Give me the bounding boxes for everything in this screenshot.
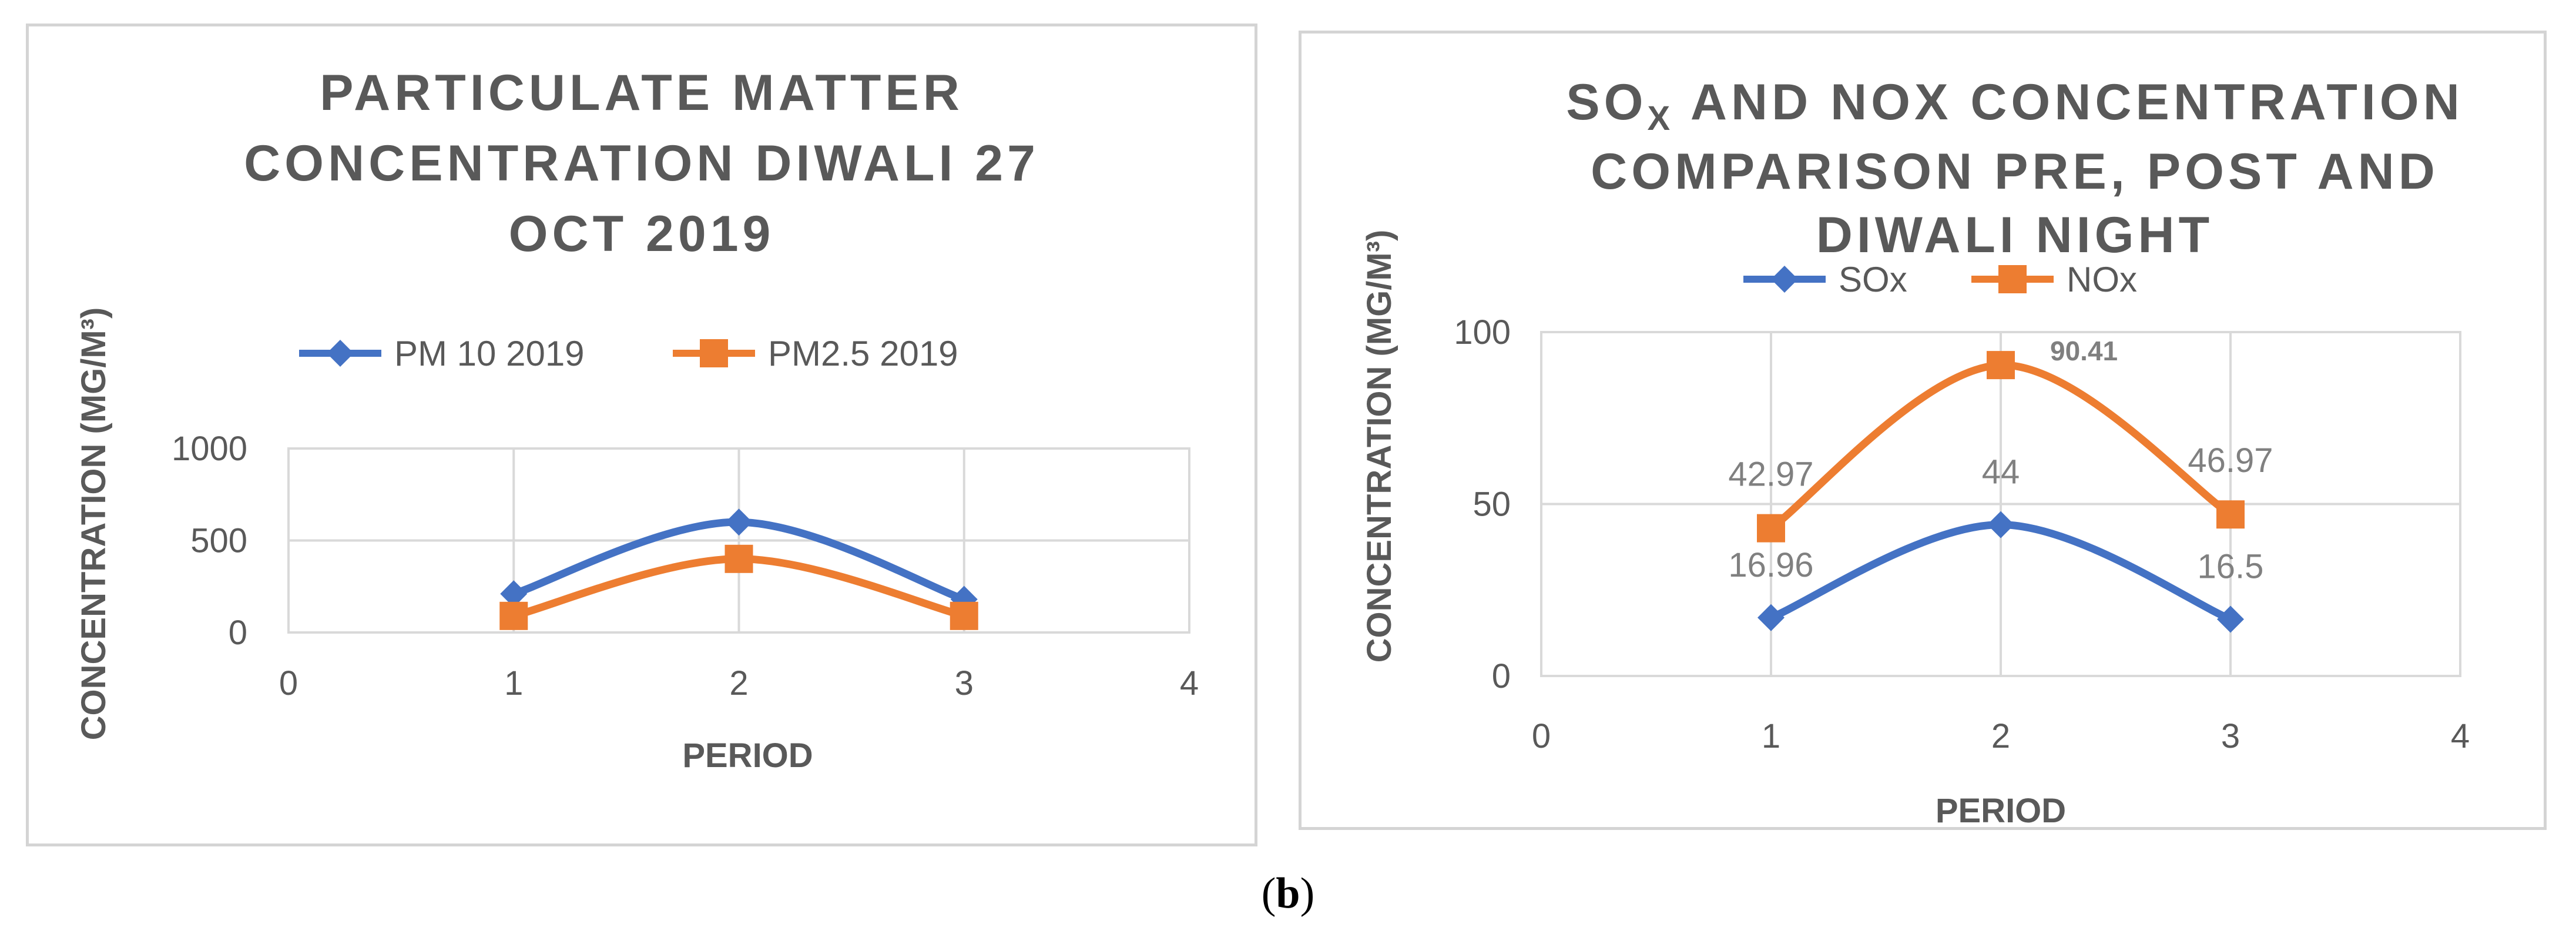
legend-label-0: SOx: [1839, 260, 1907, 299]
y-tick-label: 50: [1473, 486, 1511, 524]
x-tick-label: 4: [1180, 664, 1199, 702]
data-label-0-2: 16.5: [2198, 547, 2264, 585]
chart-panel-particulate-matter: PARTICULATE MATTER CONCENTRATION DIWALI …: [26, 24, 1257, 846]
data-label-1-2: 46.97: [2188, 441, 2273, 480]
x-tick-label: 3: [2221, 717, 2240, 755]
x-tick-label: 3: [955, 664, 974, 702]
data-point-1-2: [950, 601, 978, 630]
data-point-1-1: [1987, 351, 2015, 380]
y-axis-title: CONCENTRATION (MG/M³): [1360, 230, 1398, 663]
chart-title-line-1: PARTICULATE MATTER: [320, 65, 964, 121]
y-tick-label: 1000: [172, 430, 247, 468]
data-label-1-1: 90.41: [2050, 336, 2118, 366]
legend-marker-0: [1771, 266, 1798, 293]
y-tick-label: 0: [1492, 657, 1511, 695]
x-tick-label: 2: [729, 664, 748, 702]
y-tick-label: 500: [190, 522, 247, 560]
chart-title-line-1: SOX AND NOX CONCENTRATION: [1566, 74, 2464, 138]
x-tick-label: 0: [1532, 717, 1551, 755]
data-label-1-0: 42.97: [1728, 456, 1813, 494]
data-point-0-1: [725, 508, 753, 536]
x-tick-label: 4: [2451, 717, 2470, 755]
data-label-0-0: 16.96: [1728, 546, 1813, 584]
chart-particulate-matter: PARTICULATE MATTER CONCENTRATION DIWALI …: [75, 65, 1199, 775]
data-point-0-0: [1757, 604, 1785, 631]
chart-title-line-2: COMPARISON PRE, POST AND: [1591, 143, 2439, 200]
figure-caption: (b): [1261, 869, 1315, 918]
y-tick-label: 0: [229, 614, 247, 652]
data-point-0-2: [2217, 605, 2244, 633]
x-tick-label: 1: [504, 664, 523, 702]
y-axis-title: CONCENTRATION (MG/M³): [75, 307, 113, 741]
data-point-1-2: [2216, 500, 2245, 529]
legend-marker-0: [327, 340, 354, 367]
chart-title-line-3: DIWALI NIGHT: [1816, 207, 2213, 263]
chart-title-line-3: OCT 2019: [509, 206, 775, 262]
y-tick-label: 100: [1454, 313, 1511, 352]
x-axis-title: PERIOD: [1936, 792, 2066, 827]
data-point-1-1: [724, 544, 753, 573]
chart-panel-sox-nox: SOX AND NOX CONCENTRATION COMPARISON PRE…: [1299, 31, 2547, 830]
data-point-0-0: [500, 580, 528, 608]
x-axis-title: PERIOD: [682, 737, 813, 775]
data-label-0-1: 44: [1982, 453, 2020, 491]
legend-label-0: PM 10 2019: [394, 334, 585, 373]
chart-sox-nox: SOX AND NOX CONCENTRATION COMPARISON PRE…: [1360, 74, 2470, 830]
x-tick-label: 2: [1991, 717, 2010, 755]
legend-label-1: PM2.5 2019: [768, 334, 958, 373]
legend-marker-1: [1998, 265, 2027, 293]
data-point-1-0: [499, 601, 528, 630]
x-tick-label: 0: [279, 664, 298, 702]
data-point-0-1: [1987, 511, 2014, 538]
legend-marker-1: [700, 339, 728, 367]
data-point-1-0: [1757, 514, 1785, 543]
legend-label-1: NOx: [2067, 260, 2137, 299]
x-tick-label: 1: [1762, 717, 1780, 755]
chart-title-line-2: CONCENTRATION DIWALI 27: [244, 135, 1039, 192]
